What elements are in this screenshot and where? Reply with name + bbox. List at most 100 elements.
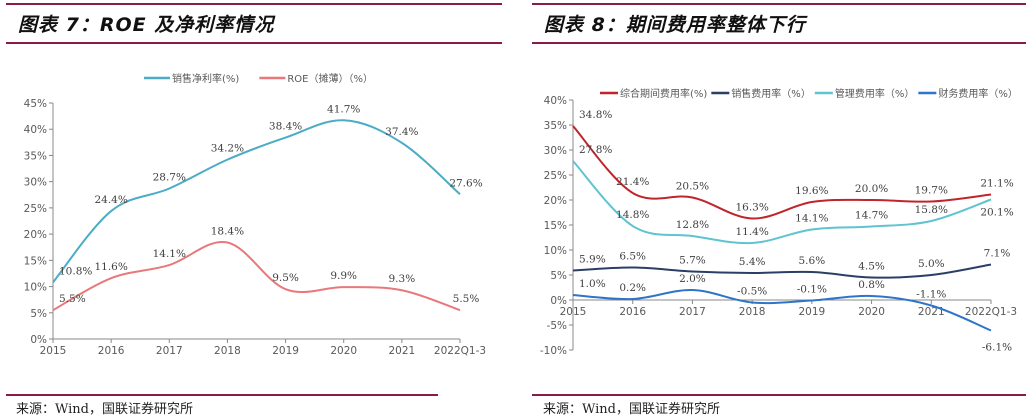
y-tick-label: 10% <box>24 282 47 294</box>
right-source: 来源：Wind，国联证券研究所 <box>543 402 720 417</box>
x-tick-label: 2018 <box>739 306 766 318</box>
legend-label: 财务费用率（%） <box>938 87 1018 100</box>
x-tick-label: 2019 <box>798 306 825 318</box>
y-tick-label: 30% <box>24 177 47 189</box>
data-label: -0.1% <box>797 284 827 296</box>
y-tick-label: 45% <box>24 98 47 110</box>
series-line <box>572 288 992 332</box>
y-tick-label: 0% <box>30 334 47 346</box>
y-tick-label: 15% <box>544 220 567 232</box>
data-label: 18.4% <box>211 226 244 238</box>
data-label: 4.5% <box>858 261 885 273</box>
legend-label: 销售净利率(%) <box>172 72 239 85</box>
data-label: 7.1% <box>984 248 1011 260</box>
x-tick-label: 2015 <box>40 345 67 357</box>
right-chart-title: 图表 8：期间费用率整体下行 <box>544 14 806 36</box>
data-label: 12.8% <box>676 219 709 231</box>
x-tick-label: 2019 <box>272 345 299 357</box>
legend-label: 综合期间费用率(%) <box>620 87 707 100</box>
y-tick-label: 0% <box>550 295 567 307</box>
roe-net-margin-chart: 0% 5% 10% 15% 20% 25% 30% 35% 40% 45% 2015 2016 2017… <box>24 72 486 357</box>
legend-label: ROE（摊薄）（%） <box>287 72 373 85</box>
left-chart-title: 图表 7：ROE 及净利率情况 <box>18 14 275 36</box>
x-tick-label: 2022Q1-3 <box>965 306 1017 318</box>
right-top-rule <box>532 3 1026 5</box>
data-label: 19.6% <box>795 185 828 197</box>
data-label: 5.5% <box>453 293 480 305</box>
y-tick-label: 35% <box>24 150 47 162</box>
y-tick-label: 25% <box>544 170 567 182</box>
y-tick-label: 25% <box>24 203 47 215</box>
y-tick-label: 20% <box>24 229 47 241</box>
data-label: 24.4% <box>94 194 127 206</box>
data-label: 5.5% <box>59 293 86 305</box>
x-tick-label: 2022Q1-3 <box>434 345 486 357</box>
data-label: 15.8% <box>915 204 948 216</box>
data-label: 19.7% <box>915 185 948 197</box>
data-label: -1.1% <box>916 289 946 301</box>
y-tick-label: 35% <box>544 120 567 132</box>
series-line <box>572 263 992 279</box>
right-bottom-rule <box>532 394 1026 396</box>
data-label: 38.4% <box>269 121 302 133</box>
series-line <box>52 119 461 283</box>
y-tick-label: 40% <box>544 95 567 107</box>
legend-label: 销售费用率（%） <box>731 87 811 100</box>
data-label: 21.1% <box>980 178 1013 190</box>
data-label: 34.8% <box>579 109 612 121</box>
y-tick-label: -5% <box>547 320 567 332</box>
data-label: 20.5% <box>676 181 709 193</box>
data-label: 21.4% <box>616 176 649 188</box>
x-tick-label: 2021 <box>388 345 415 357</box>
series-line <box>572 160 992 245</box>
y-tick-label: -10% <box>540 345 567 357</box>
x-tick-label: 2021 <box>918 306 945 318</box>
left-bottom-rule <box>6 394 438 396</box>
data-label: -0.5% <box>737 286 767 298</box>
data-label: 5.4% <box>739 256 766 268</box>
expense-ratio-chart: -10% -5% 0% 5% 10% 15% 20% 25% 30% 35% 40% 2015 2016… <box>540 87 1018 357</box>
left-source: 来源：Wind，国联证券研究所 <box>16 402 193 417</box>
data-label: 2.0% <box>679 273 706 285</box>
data-label: 16.3% <box>735 202 768 214</box>
x-tick-label: 2017 <box>156 345 183 357</box>
data-label: 27.6% <box>449 177 482 189</box>
data-label: 5.9% <box>579 254 606 266</box>
y-tick-label: 15% <box>24 255 47 267</box>
data-label: 11.4% <box>735 226 768 238</box>
x-tick-label: 2016 <box>98 345 125 357</box>
x-tick-label: 2015 <box>560 306 587 318</box>
data-label: -6.1% <box>982 342 1012 354</box>
data-label: 27.8% <box>579 144 612 156</box>
data-label: 9.5% <box>272 272 299 284</box>
y-tick-label: 40% <box>24 124 47 136</box>
data-label: 28.7% <box>153 171 186 183</box>
data-label: 14.1% <box>153 248 186 260</box>
x-tick-label: 2016 <box>619 306 646 318</box>
left-title-rule <box>6 42 502 44</box>
x-tick-label: 2017 <box>679 306 706 318</box>
y-tick-label: 30% <box>544 145 567 157</box>
right-title-rule <box>532 42 1026 44</box>
x-tick-label: 2020 <box>858 306 885 318</box>
y-tick-label: 20% <box>544 195 567 207</box>
y-tick-label: 5% <box>550 270 567 282</box>
data-label: 20.0% <box>855 183 888 195</box>
data-label: 6.5% <box>619 251 646 263</box>
legend-label: 管理费用率（%） <box>835 87 915 100</box>
x-tick-label: 2018 <box>214 345 241 357</box>
x-tick-label: 2020 <box>330 345 357 357</box>
data-label: 34.2% <box>211 143 244 155</box>
data-label: 14.1% <box>795 213 828 225</box>
data-label: 0.2% <box>619 282 646 294</box>
data-label: 5.0% <box>918 258 945 270</box>
data-label: 11.6% <box>94 261 127 273</box>
data-label: 9.9% <box>330 270 357 282</box>
data-label: 14.8% <box>616 209 649 221</box>
data-label: 20.1% <box>980 207 1013 219</box>
data-label: 9.3% <box>389 273 416 285</box>
left-top-rule <box>6 3 502 5</box>
series-line <box>52 240 461 312</box>
y-tick-label: 5% <box>30 308 47 320</box>
data-label: 5.7% <box>679 255 706 267</box>
